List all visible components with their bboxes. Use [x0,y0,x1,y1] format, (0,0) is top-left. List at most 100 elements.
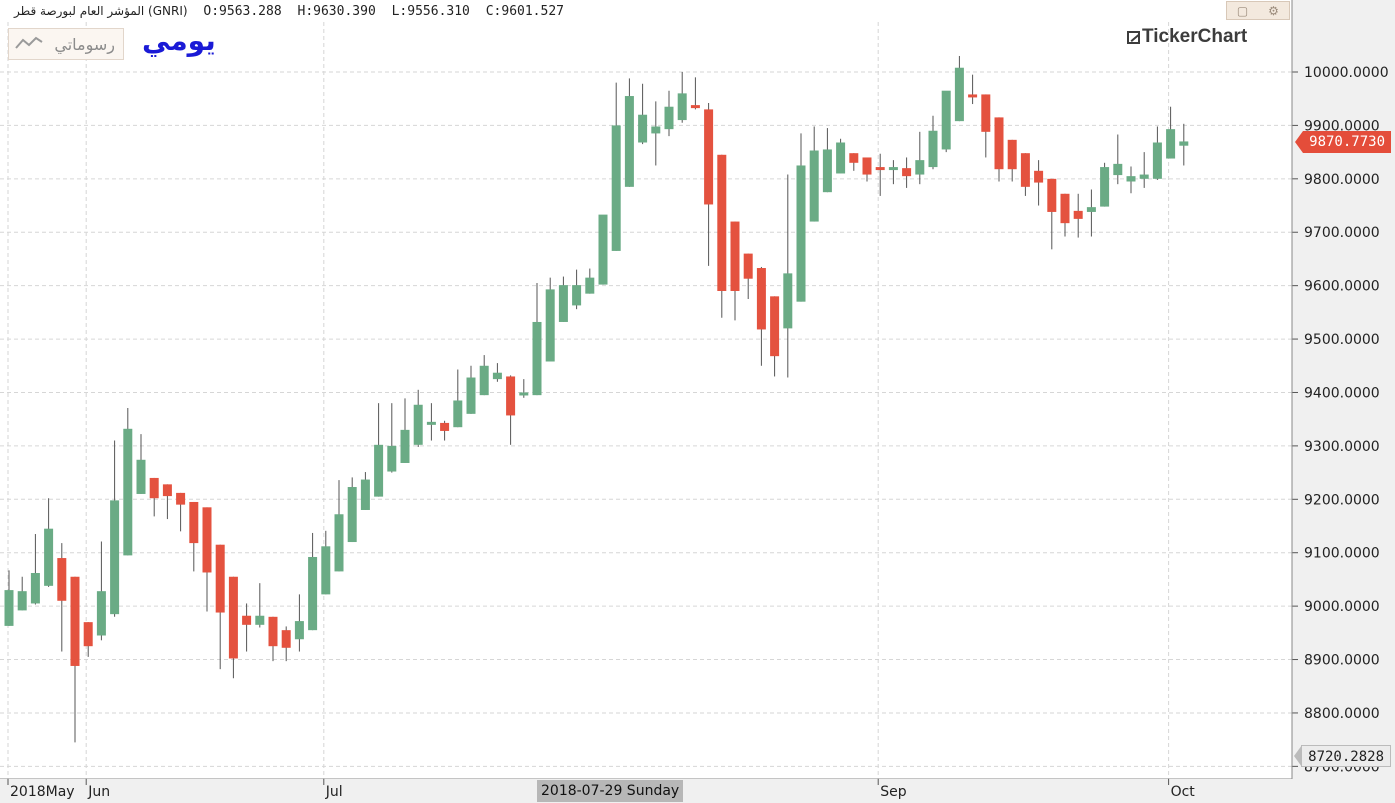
period-label[interactable]: يومي [142,24,216,57]
candle[interactable] [123,407,133,556]
candle[interactable] [730,221,740,321]
candle-body [44,528,54,586]
candle[interactable] [4,570,14,626]
candle[interactable] [334,480,344,572]
candle[interactable] [743,253,753,300]
candle[interactable] [558,276,568,322]
candle[interactable] [968,74,978,105]
candle[interactable] [849,153,859,171]
candle[interactable] [96,541,106,641]
candle[interactable] [268,616,278,662]
candles[interactable] [4,55,1189,743]
candle[interactable] [17,576,27,611]
candle[interactable] [664,90,674,137]
candle[interactable] [756,266,766,366]
candle[interactable] [1060,193,1070,237]
candle[interactable] [1100,162,1110,207]
candle[interactable] [677,72,687,123]
candle[interactable] [836,138,846,174]
candle[interactable] [440,420,450,441]
my-drawings-button[interactable]: رسوماتي [8,28,124,60]
y-tick-label: 9100.0000 [1304,546,1380,562]
candle[interactable] [1166,106,1176,159]
candle[interactable] [294,594,304,652]
candle[interactable] [400,398,410,463]
candle[interactable] [1007,139,1017,182]
candle[interactable] [70,576,80,743]
candle[interactable] [902,157,912,188]
candle[interactable] [30,534,40,605]
candle[interactable] [83,622,93,657]
candle[interactable] [136,434,146,494]
candle[interactable] [572,269,582,310]
candle[interactable] [1073,193,1083,238]
candle[interactable] [1020,153,1030,196]
candle[interactable] [413,389,423,447]
candle[interactable] [770,296,780,377]
candle[interactable] [624,78,634,187]
candle[interactable] [1139,152,1149,188]
candle[interactable] [1126,166,1136,194]
candle[interactable] [110,440,120,617]
candle[interactable] [255,583,265,628]
candle[interactable] [228,576,238,679]
candle[interactable] [149,477,159,517]
candle[interactable] [717,154,727,318]
candle[interactable] [1179,123,1189,166]
candle[interactable] [374,403,384,497]
candle[interactable] [321,530,331,595]
candle[interactable] [347,477,357,543]
candle[interactable] [783,174,793,378]
candle[interactable] [915,131,925,185]
candle[interactable] [162,484,172,520]
candle[interactable] [954,55,964,122]
candle[interactable] [704,102,714,266]
candle[interactable] [453,369,463,428]
candle[interactable] [1034,160,1044,206]
close-value: C:9601.527 [485,4,564,19]
candle[interactable] [981,94,991,158]
candle[interactable] [44,498,54,587]
candle[interactable] [57,543,67,652]
candle[interactable] [822,128,832,193]
restore-icon[interactable]: ▢ [1236,3,1249,18]
candle[interactable] [638,83,648,145]
candle[interactable] [242,603,252,652]
candle[interactable] [202,507,212,612]
candle[interactable] [1047,178,1057,250]
candle[interactable] [545,277,555,362]
candle[interactable] [796,133,806,302]
candle[interactable] [506,375,516,445]
candle[interactable] [809,126,819,222]
candle[interactable] [426,403,436,441]
candle[interactable] [994,117,1004,182]
candle[interactable] [387,403,397,473]
candle[interactable] [1113,134,1123,185]
candle[interactable] [360,472,370,510]
candle[interactable] [281,626,291,662]
candle[interactable] [598,214,608,285]
candle[interactable] [611,82,621,251]
candle[interactable] [176,492,186,532]
candle[interactable] [888,160,898,185]
candle[interactable] [519,379,529,398]
candle[interactable] [466,365,476,414]
candle[interactable] [651,101,661,166]
candle[interactable] [928,115,938,170]
candle[interactable] [479,355,489,396]
candle[interactable] [862,157,872,182]
candle[interactable] [1152,126,1162,180]
candle[interactable] [690,77,700,110]
candle-body [308,556,318,631]
candle[interactable] [532,282,542,396]
candle[interactable] [215,544,225,670]
candle[interactable] [1086,189,1096,237]
candle[interactable] [492,363,502,382]
candle[interactable] [875,153,885,196]
candle[interactable] [585,268,595,294]
candle[interactable] [941,90,951,153]
candle[interactable] [308,532,318,631]
candle[interactable] [189,501,199,572]
settings-icon[interactable]: ⚙ [1268,3,1279,18]
